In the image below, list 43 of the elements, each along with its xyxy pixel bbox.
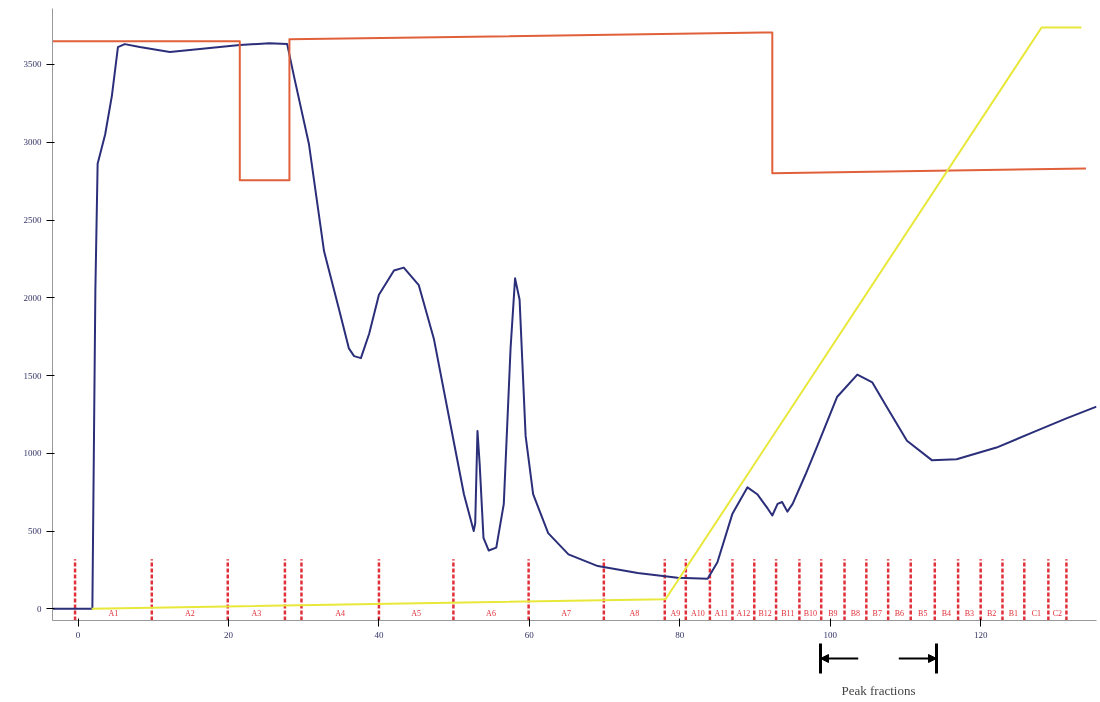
ref-line-label: A3 xyxy=(251,608,262,618)
x-tick-label: 20 xyxy=(224,629,234,640)
ref-line-label: B11 xyxy=(781,608,795,618)
y-tick-label: 1500 xyxy=(23,370,42,381)
y-tick-label: 2000 xyxy=(23,292,42,303)
ref-line-label: B12 xyxy=(758,608,772,618)
y-tick-label: 2500 xyxy=(23,215,42,226)
x-tick-label: 40 xyxy=(374,629,384,640)
ref-line-label: B2 xyxy=(986,608,997,618)
ref-line-label: B7 xyxy=(872,608,882,618)
ref-line-label: B8 xyxy=(850,608,861,618)
ref-line-label: A10 xyxy=(690,608,705,618)
line-series xyxy=(52,31,1087,182)
ref-line-label: B4 xyxy=(941,608,952,618)
y-tick-label: 0 xyxy=(37,603,42,614)
ref-line-label: B9 xyxy=(828,608,838,618)
ref-line-label: A9 xyxy=(670,608,681,618)
ref-line-label: B3 xyxy=(964,608,975,618)
ref-line-label: A6 xyxy=(486,608,496,618)
x-tick-label: 60 xyxy=(524,629,535,640)
ref-line-label: A4 xyxy=(335,608,346,618)
y-tick-label: 3500 xyxy=(23,59,42,70)
ref-line-label: A2 xyxy=(184,608,195,618)
y-tick-label: 3000 xyxy=(23,137,42,148)
ref-line-label: B5 xyxy=(918,608,928,618)
y-tick-label: 1000 xyxy=(23,448,42,459)
text: Peak fractions xyxy=(841,683,916,698)
ref-line-label: A5 xyxy=(411,608,422,618)
ref-line-label: A8 xyxy=(629,608,640,618)
ref-line-label: C2 xyxy=(1052,608,1063,618)
x-tick-label: 100 xyxy=(823,629,838,640)
ref-line-label: B6 xyxy=(894,608,905,618)
x-tick-label: 0 xyxy=(75,629,81,640)
ref-line-label: A1 xyxy=(108,608,119,618)
ref-line-label: A11 xyxy=(714,608,728,618)
ref-line-label: C1 xyxy=(1031,608,1041,618)
ref-line-label: B10 xyxy=(803,608,817,618)
x-tick-label: 80 xyxy=(675,629,685,640)
ref-line-label: A12 xyxy=(736,608,751,618)
ref-line-label: B1 xyxy=(1008,608,1019,618)
x-tick-label: 120 xyxy=(973,629,988,640)
ref-line-label: A7 xyxy=(561,608,572,618)
y-tick-label: 500 xyxy=(28,526,42,537)
